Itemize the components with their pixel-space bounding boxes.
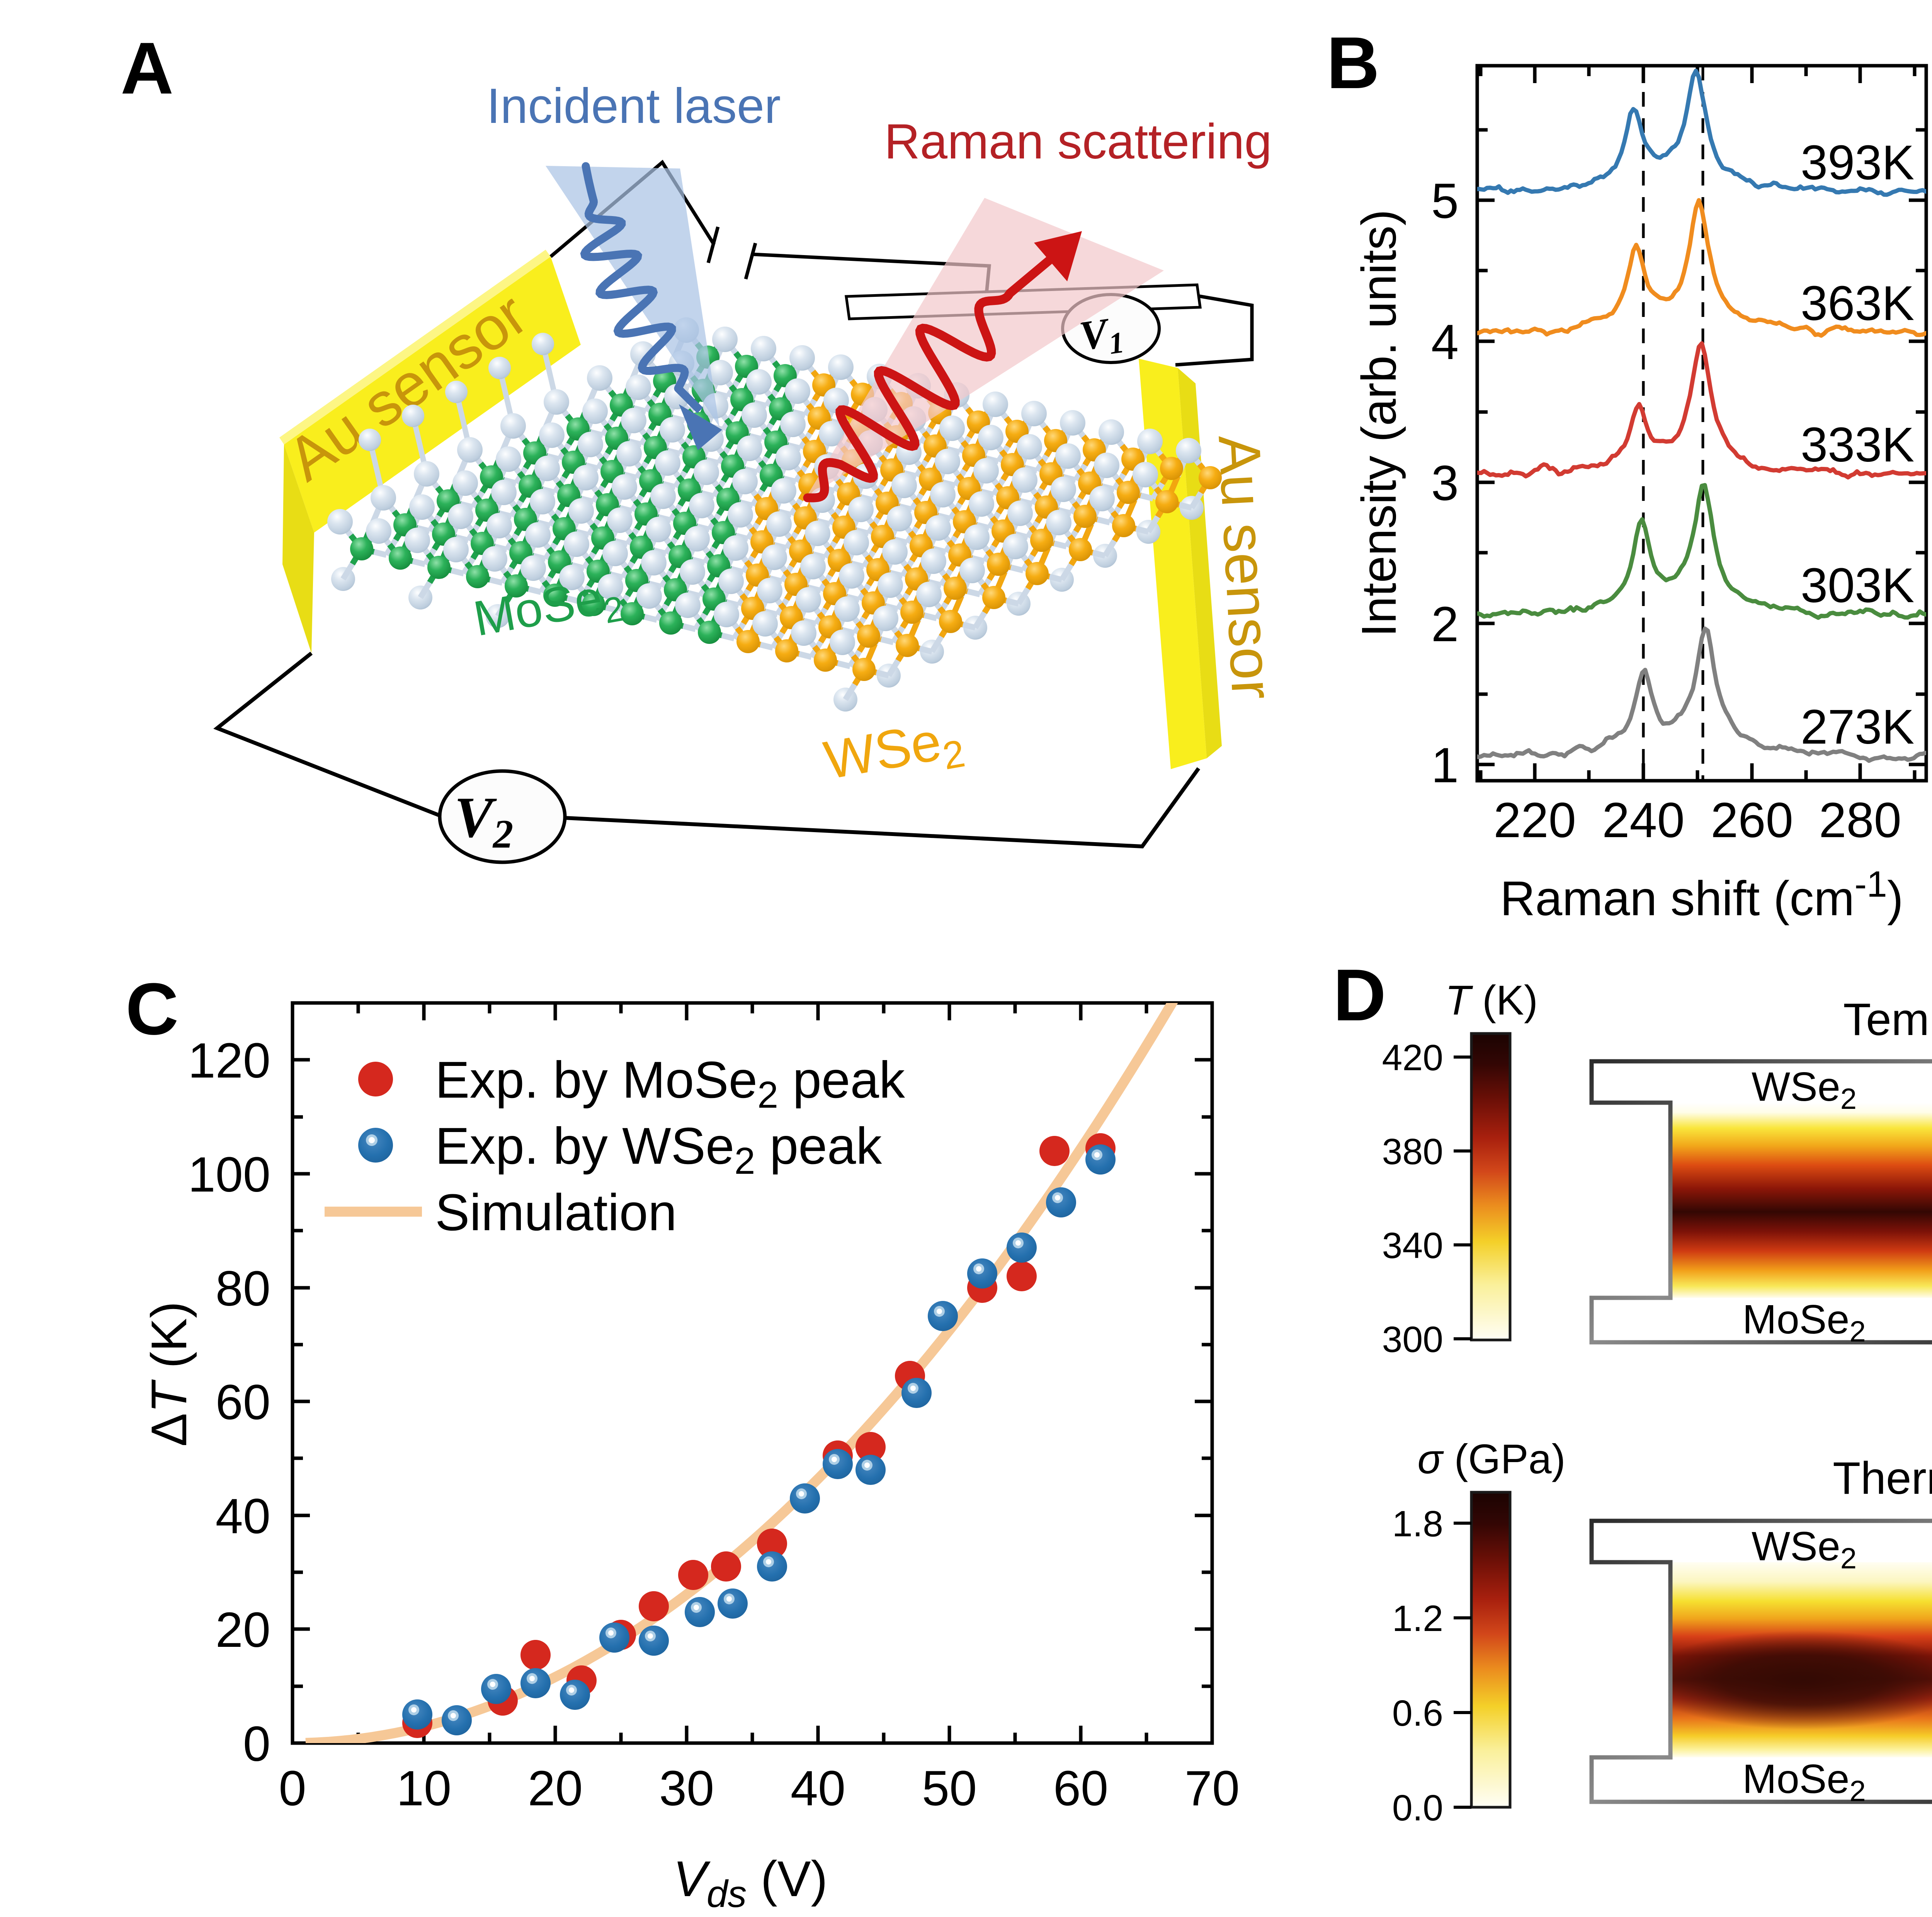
svg-text:Temperature distribution: Temperature distribution	[1843, 994, 1932, 1045]
svg-text:C: C	[126, 968, 179, 1050]
svg-text:280: 280	[1819, 793, 1901, 848]
svg-text:Exp. by MoSe2 peak: Exp. by MoSe2 peak	[435, 1051, 905, 1116]
svg-text:1: 1	[1431, 738, 1459, 793]
svg-text:300: 300	[1382, 1319, 1443, 1360]
svg-text:30: 30	[659, 1761, 714, 1816]
svg-text:120: 120	[188, 1033, 270, 1088]
svg-text:70: 70	[1185, 1761, 1240, 1816]
svg-text:260: 260	[1711, 793, 1793, 848]
svg-text:0: 0	[279, 1761, 306, 1816]
svg-text:D: D	[1333, 954, 1386, 1036]
svg-text:50: 50	[922, 1761, 977, 1816]
svg-text:Incident laser: Incident laser	[486, 78, 781, 134]
svg-text:Raman shift (cm-1): Raman shift (cm-1)	[1500, 864, 1903, 926]
svg-text:60: 60	[1053, 1761, 1108, 1816]
svg-text:10: 10	[396, 1761, 451, 1816]
svg-text:2: 2	[1431, 597, 1459, 652]
svg-text:Simulation: Simulation	[435, 1184, 677, 1241]
svg-text:MoSe2: MoSe2	[1742, 1756, 1866, 1808]
svg-text:3: 3	[1431, 456, 1459, 511]
svg-text:Vds (V): Vds (V)	[673, 1851, 828, 1915]
svg-text:1.8: 1.8	[1392, 1503, 1443, 1544]
svg-text:V2: V2	[454, 785, 514, 856]
svg-text:420: 420	[1382, 1037, 1443, 1078]
svg-text:380: 380	[1382, 1131, 1443, 1172]
svg-text:5: 5	[1431, 174, 1459, 229]
svg-text:Raman scattering: Raman scattering	[884, 114, 1272, 169]
svg-text:20: 20	[528, 1761, 583, 1816]
svg-text:A: A	[121, 27, 173, 109]
svg-text:WSe2: WSe2	[1752, 1064, 1857, 1115]
svg-text:4: 4	[1431, 315, 1459, 370]
svg-text:40: 40	[791, 1761, 845, 1816]
svg-text:MoSe2: MoSe2	[1742, 1297, 1866, 1348]
svg-text:20: 20	[216, 1602, 270, 1658]
svg-text:363K: 363K	[1801, 276, 1914, 330]
svg-text:Exp. by WSe2 peak: Exp. by WSe2 peak	[435, 1117, 882, 1182]
svg-text:σ (GPa): σ (GPa)	[1417, 1435, 1565, 1482]
svg-text:273K: 273K	[1801, 700, 1914, 754]
svg-text:ΔT (K): ΔT (K)	[141, 1301, 197, 1447]
svg-text:T (K): T (K)	[1445, 977, 1538, 1023]
svg-text:333K: 333K	[1801, 417, 1914, 472]
svg-text:1.2: 1.2	[1392, 1598, 1443, 1639]
svg-text:80: 80	[216, 1261, 270, 1316]
svg-text:B: B	[1327, 22, 1379, 104]
svg-text:60: 60	[216, 1375, 270, 1430]
svg-text:393K: 393K	[1801, 135, 1914, 190]
svg-text:WSe2: WSe2	[1752, 1524, 1857, 1575]
svg-text:340: 340	[1382, 1225, 1443, 1266]
svg-text:0.0: 0.0	[1392, 1788, 1443, 1828]
svg-text:303K: 303K	[1801, 558, 1914, 613]
svg-text:240: 240	[1602, 793, 1685, 848]
svg-text:Intensity (arb. units): Intensity (arb. units)	[1352, 209, 1406, 637]
svg-text:0.6: 0.6	[1392, 1693, 1443, 1734]
svg-text:0: 0	[243, 1716, 270, 1772]
svg-text:100: 100	[188, 1147, 270, 1202]
svg-text:220: 220	[1493, 793, 1576, 848]
svg-text:40: 40	[216, 1489, 270, 1544]
svg-text:Thermal stress distribution: Thermal stress distribution	[1833, 1453, 1932, 1504]
